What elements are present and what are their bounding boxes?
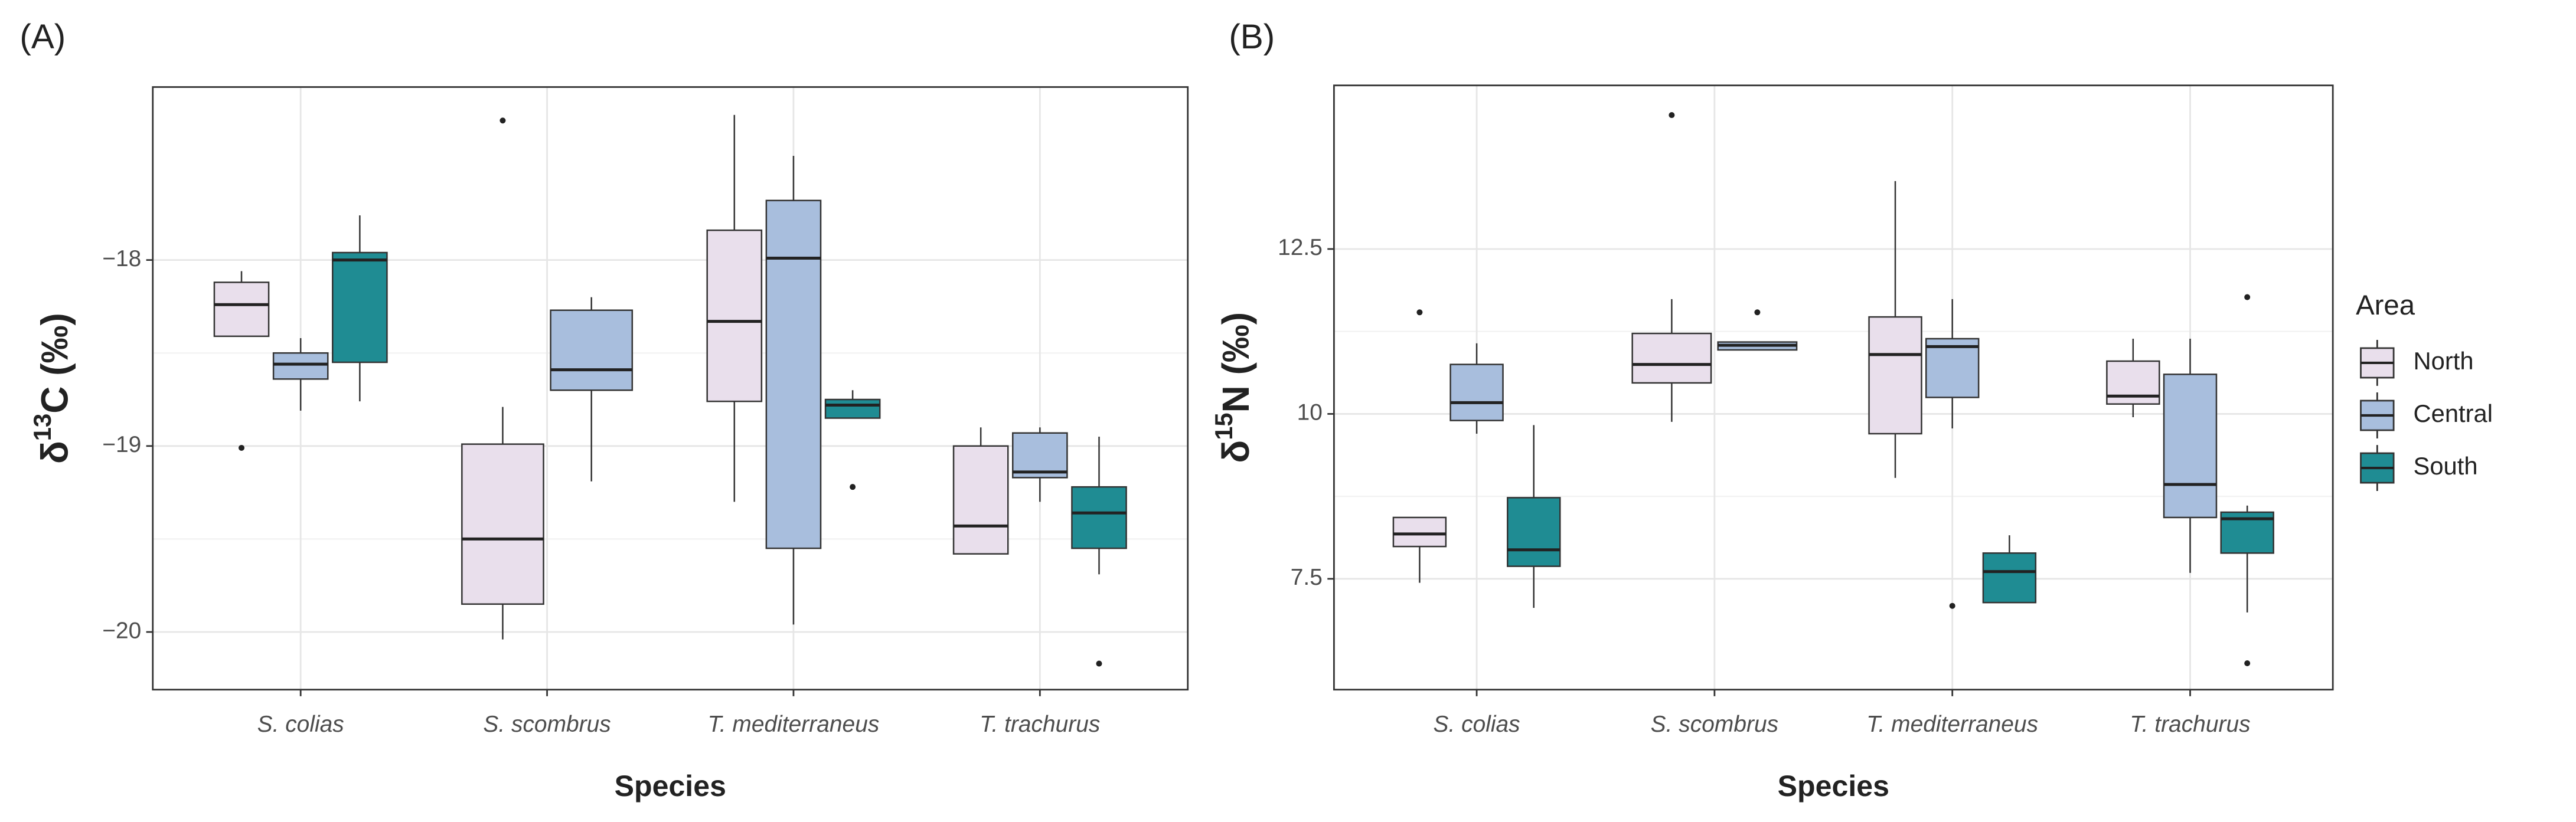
outlier [499,117,506,124]
y-tick-label: −18 [102,246,141,271]
box [1449,363,1504,421]
legend-title: Area [2356,290,2415,321]
y-axis-title-part: 15 [1210,412,1238,440]
y-tick-label: −20 [102,618,141,643]
y-axis-title-part: δ [33,441,76,464]
y-axis-title-part: C (‰) [33,313,76,414]
y-tick-label: 7.5 [1291,565,1323,590]
panel-label: (A) [19,18,66,56]
y-tick-label: −19 [102,432,141,457]
outlier [1096,660,1102,667]
x-tick-label: S. scombrus [1651,712,1778,737]
outlier [1669,112,1675,119]
box [1925,338,1980,398]
x-axis-title: Species [615,769,726,803]
x-tick-label: S. colias [1434,712,1520,737]
x-tick-label: T. trachurus [980,712,1100,737]
box [2106,360,2160,405]
box [765,199,822,549]
box [824,398,881,419]
box [2163,374,2218,519]
y-axis-title-part: δ [1214,440,1257,463]
x-axis-title: Species [1778,769,1889,803]
y-tick-label: 12.5 [1278,235,1323,260]
box [1631,332,1712,384]
legend-label: North [2414,347,2474,375]
outlier [1754,309,1761,316]
plot-background [152,87,1188,690]
x-tick-label: T. mediterraneus [708,712,880,737]
box [272,352,329,380]
box [461,443,544,605]
x-tick-label: T. trachurus [2130,712,2250,737]
outlier [239,444,245,451]
x-tick-label: T. mediterraneus [1866,712,2038,737]
box [1982,552,2037,604]
box [1071,486,1127,549]
y-axis-title: δ15N (‰) [1210,312,1257,463]
y-axis-title-part: 13 [28,414,56,441]
box [1392,516,1447,548]
outlier [1949,602,1955,609]
panel-label: (B) [1229,18,1275,56]
outlier [2244,660,2251,666]
box [706,229,763,402]
box [1868,316,1922,435]
box [952,445,1009,555]
x-tick-label: S. scombrus [483,712,610,737]
box [213,281,270,338]
y-tick-label: 10 [1297,400,1323,425]
plot-border [152,86,1189,691]
plot-border [1333,84,2334,691]
box [332,251,388,363]
x-tick-label: S. colias [257,712,344,737]
y-axis-title: δ13C (‰) [28,313,76,464]
legend-label: South [2414,452,2478,480]
box [1012,432,1068,479]
box [550,309,634,391]
box [1507,497,1561,567]
legend-label: Central [2414,399,2493,427]
y-axis-title-part: N (‰) [1214,312,1257,413]
outlier [1416,309,1423,316]
outlier [850,484,856,490]
outlier [2244,294,2251,300]
